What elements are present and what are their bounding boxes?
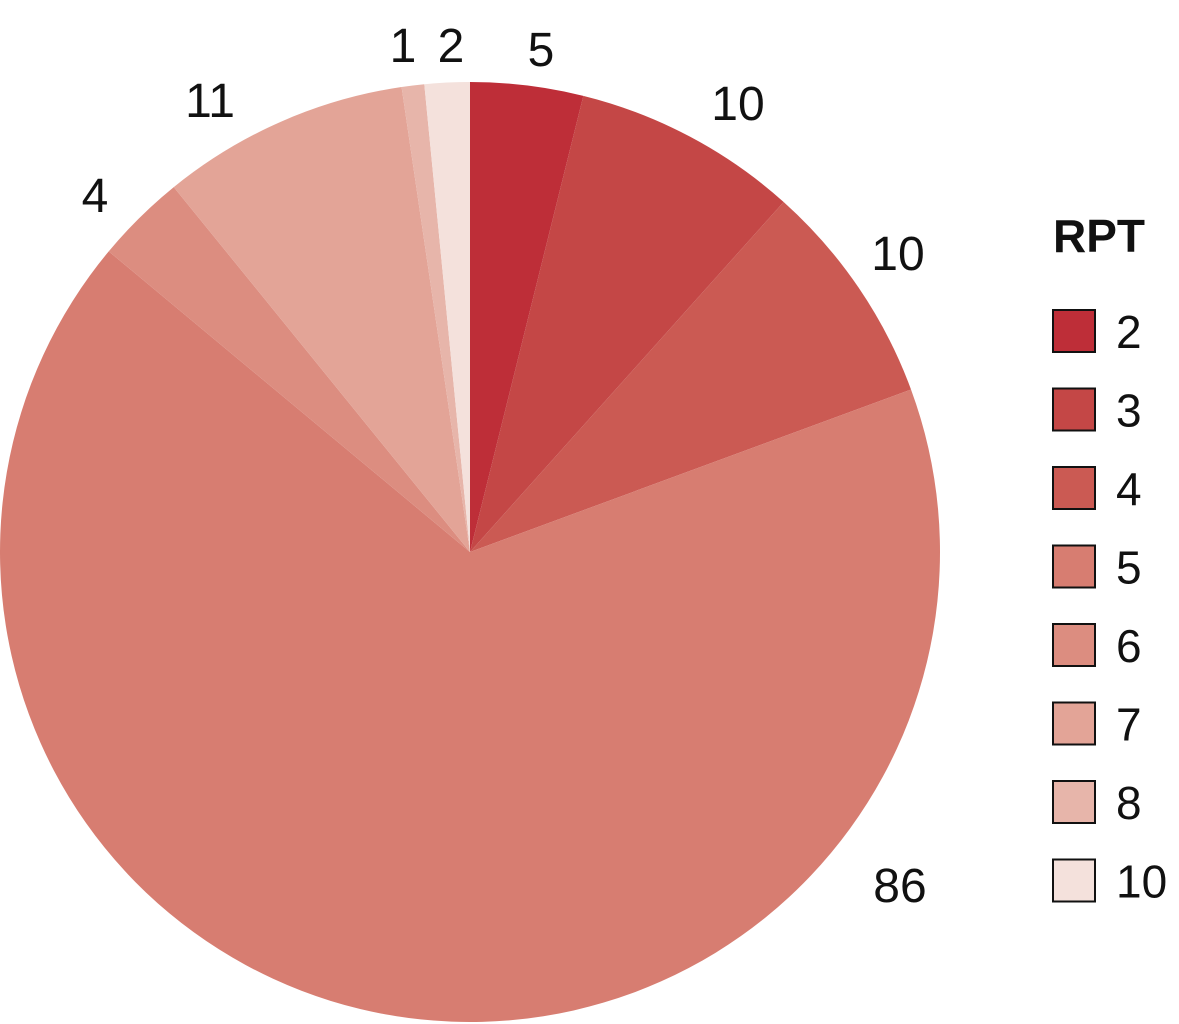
data-label-8: 1 <box>390 20 417 73</box>
legend: RPT 2 3 4 5 6 7 8 10 <box>1052 210 1167 908</box>
legend-swatch-8 <box>1052 780 1096 824</box>
pie-slice-10 <box>424 82 470 552</box>
data-label-6: 4 <box>82 170 109 223</box>
pie-slice-2 <box>470 82 584 552</box>
data-label-4: 10 <box>871 228 924 281</box>
legend-label-8: 8 <box>1116 777 1142 829</box>
legend-label-6: 6 <box>1116 620 1142 672</box>
legend-label-10: 10 <box>1116 856 1167 908</box>
legend-swatch-3 <box>1052 387 1096 432</box>
legend-swatch-6 <box>1052 623 1096 667</box>
legend-label-3: 3 <box>1116 385 1142 437</box>
data-label-10: 2 <box>438 20 465 73</box>
legend-label-2: 2 <box>1116 306 1142 358</box>
legend-title: RPT <box>1053 210 1145 262</box>
pie-slice-5 <box>0 251 940 1023</box>
pie-slice-7 <box>173 87 470 553</box>
legend-swatch-4 <box>1052 466 1096 510</box>
pie-slice-3 <box>470 95 784 552</box>
legend-label-5: 5 <box>1116 542 1142 594</box>
legend-label-4: 4 <box>1116 463 1142 515</box>
data-label-7: 11 <box>185 75 235 128</box>
data-label-2: 5 <box>528 24 555 77</box>
data-label-3: 10 <box>711 78 764 131</box>
pie-slice-6 <box>108 187 471 552</box>
legend-label-7: 7 <box>1116 699 1142 751</box>
legend-swatch-10 <box>1052 858 1096 903</box>
legend-swatch-5 <box>1052 544 1096 589</box>
data-label-5: 86 <box>873 860 926 913</box>
legend-swatch-7 <box>1052 701 1096 746</box>
pie-slices <box>0 82 940 1023</box>
pie-slice-4 <box>470 201 911 552</box>
legend-swatch-2 <box>1052 309 1096 353</box>
pie-slice-8 <box>401 84 470 552</box>
